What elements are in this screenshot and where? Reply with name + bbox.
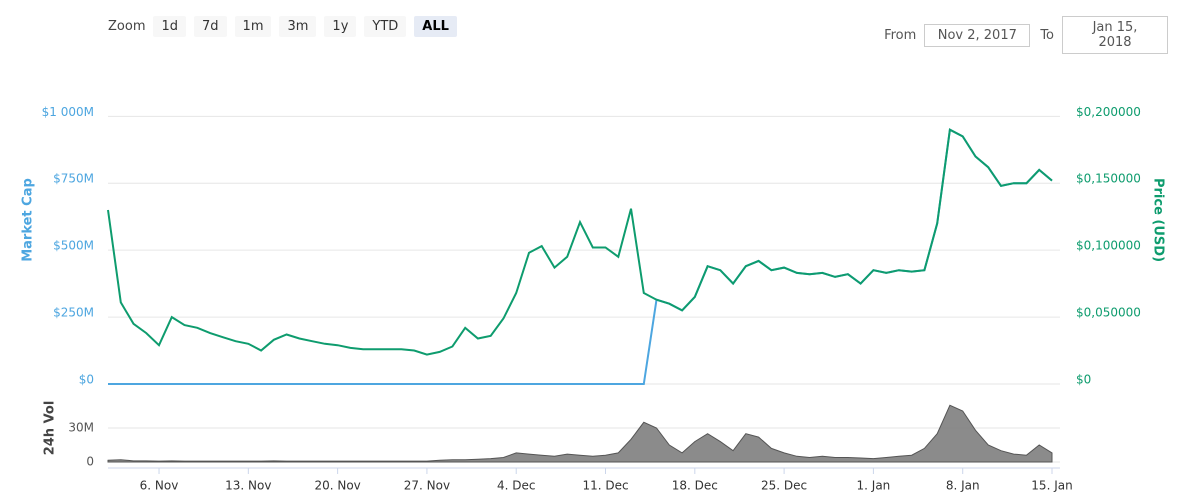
y-tick-label: $0 xyxy=(79,373,94,387)
series-line xyxy=(107,128,1053,356)
zoom-button[interactable]: YTD xyxy=(364,16,407,37)
y-axis-title: Market Cap xyxy=(21,178,36,262)
y-tick-label: $750M xyxy=(53,172,94,186)
y2-tick-label: $0,150000 xyxy=(1076,172,1141,186)
series-line xyxy=(108,128,1053,385)
x-tick-label: 27. Nov xyxy=(404,479,450,493)
x-tick-label: 13. Nov xyxy=(225,479,271,493)
zoom-button[interactable]: ALL xyxy=(414,16,457,37)
volume-area xyxy=(107,404,1053,463)
x-tick-label: 1. Jan xyxy=(857,479,891,493)
x-tick-label: 8. Jan xyxy=(946,479,980,493)
y2-tick-label: $0,200000 xyxy=(1076,105,1141,119)
y2-tick-label: $0,050000 xyxy=(1076,306,1141,320)
y2-axis-title: Price (USD) xyxy=(1151,178,1166,262)
y2-tick-label: $0,100000 xyxy=(1076,239,1141,253)
zoom-button[interactable]: 3m xyxy=(279,16,317,37)
zoom-buttons: 1d 7d 1m 3m 1y YTD ALL xyxy=(153,16,464,37)
zoom-bar: Zoom 1d 7d 1m 3m 1y YTD ALL xyxy=(108,16,465,37)
y-tick-label: $250M xyxy=(53,306,94,320)
to-input[interactable]: Jan 15, 2018 xyxy=(1062,16,1168,54)
y-tick-label: $1 000M xyxy=(42,105,94,119)
zoom-button[interactable]: 1y xyxy=(324,16,357,37)
to-label: To xyxy=(1040,27,1054,43)
y-tick-label: 30M xyxy=(68,421,94,435)
x-tick-label: 18. Dec xyxy=(672,479,718,493)
zoom-button[interactable]: 7d xyxy=(194,16,227,37)
zoom-label: Zoom xyxy=(108,19,146,34)
from-input[interactable]: Nov 2, 2017 xyxy=(924,23,1031,47)
x-tick-label: 6. Nov xyxy=(140,479,179,493)
y-tick-label: $500M xyxy=(53,239,94,253)
x-tick-label: 15. Jan xyxy=(1031,479,1072,493)
y2-tick-label: $0 xyxy=(1076,373,1091,387)
x-tick-label: 11. Dec xyxy=(582,479,628,493)
y-tick-label: 0 xyxy=(86,455,94,469)
from-label: From xyxy=(884,27,917,43)
x-tick-label: 4. Dec xyxy=(497,479,535,493)
zoom-button[interactable]: 1m xyxy=(234,16,272,37)
y-axis-title: 24h Vol xyxy=(43,401,58,456)
date-range: From Nov 2, 2017 To Jan 15, 2018 xyxy=(884,16,1168,54)
x-tick-label: 25. Dec xyxy=(761,479,807,493)
zoom-button[interactable]: 1d xyxy=(153,16,187,37)
x-tick-label: 20. Nov xyxy=(314,479,360,493)
